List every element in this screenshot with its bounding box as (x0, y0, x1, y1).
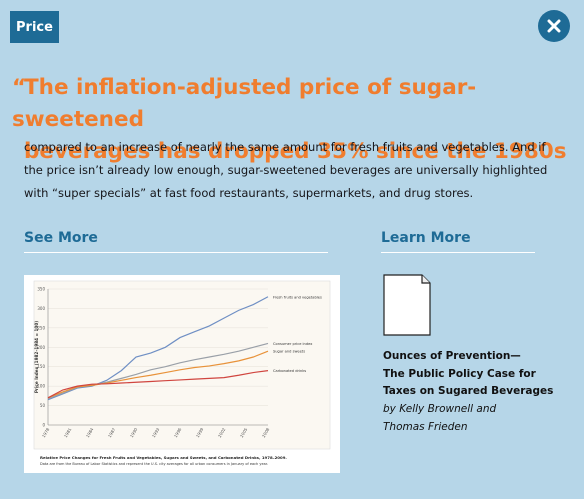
chart-y-tick-label: 100 (37, 384, 45, 389)
headline: “The inflation-adjusted price of sugar-s… (12, 72, 572, 168)
price-tag-label: Price (16, 19, 53, 35)
headline-line1: The inflation-adjusted price of sugar-sw… (12, 75, 477, 132)
chart-x-tick-label: 1978 (41, 427, 51, 439)
chart-series-label: Sugar and sweets (273, 350, 305, 354)
publication-author-line2: Thomas Frieden (383, 420, 468, 433)
headline-line2: beverages has dropped 35% since the 1980… (24, 139, 567, 164)
chart-y-tick-label: 250 (37, 325, 45, 330)
chart-y-tick-label: 350 (37, 287, 45, 292)
chart-thumbnail[interactable]: 0 50 100 150 200 250 300 350 Price Index (1982–1… (24, 275, 340, 473)
chart-y-tick-label: 300 (37, 306, 45, 311)
chart-y-label: Price Index (1982–1984 = 100) (34, 321, 39, 393)
chart-x-tick-label: 1981 (63, 427, 73, 439)
price-tag: Price (10, 11, 59, 43)
chart-caption-note: Data are from the Bureau of Labor Statis… (40, 462, 268, 466)
chart-x-tick-label: 1999 (195, 427, 205, 439)
chart-x-tick-label: 1984 (85, 427, 95, 439)
chart-series-line (47, 296, 269, 401)
chart-y-tick-label: 50 (40, 403, 46, 408)
publication-title-line2: The Public Policy Case for (383, 367, 536, 380)
publication-author-line1: by Kelly Brownell and (383, 403, 497, 415)
chart-x-tick-label: 2002 (217, 427, 227, 439)
chart-x-tick-label: 1993 (151, 427, 161, 439)
see-more-link[interactable]: See More (24, 230, 328, 253)
chart-plot-background (33, 280, 331, 450)
publication-title-line3: Taxes on Sugared Beverages (383, 385, 554, 397)
close-button[interactable] (538, 10, 570, 42)
body-text: compared to an increase of nearly the sa… (24, 140, 548, 200)
chart-y-tick-label: 150 (37, 364, 45, 369)
publication-title[interactable]: Ounces of Prevention— The Public Policy … (383, 348, 563, 401)
open-quote: “ (12, 75, 27, 100)
chart-x-tick-label: 1987 (107, 427, 117, 439)
document-icon[interactable] (383, 274, 431, 336)
close-icon (547, 19, 561, 33)
chart-series-label: Carbonated drinks (273, 369, 306, 373)
chart-y-tick-label: 200 (37, 345, 45, 350)
price-chart: 0 50 100 150 200 250 300 350 Price Index (1982–1… (33, 280, 331, 466)
publication-title-line1: Ounces of Prevention— (383, 350, 521, 362)
chart-caption-title: Relative Price Changes for Fresh Fruits … (40, 455, 287, 460)
chart-series-line (47, 350, 269, 399)
chart-series-label: Fresh fruits and vegetables (273, 295, 322, 299)
chart-y-tick-label: 0 (42, 423, 45, 428)
publication-author: by Kelly Brownell and Thomas Frieden (383, 401, 563, 436)
chart-x-tick-label: 2005 (239, 427, 249, 439)
chart-x-tick-label: 2008 (261, 427, 271, 439)
chart-series-line (47, 370, 269, 399)
chart-series-label: Consumer price index (273, 342, 313, 346)
chart-x-tick-label: 1990 (129, 427, 139, 439)
chart-x-tick-label: 1996 (173, 427, 183, 439)
learn-more-link[interactable]: Learn More (381, 230, 535, 253)
